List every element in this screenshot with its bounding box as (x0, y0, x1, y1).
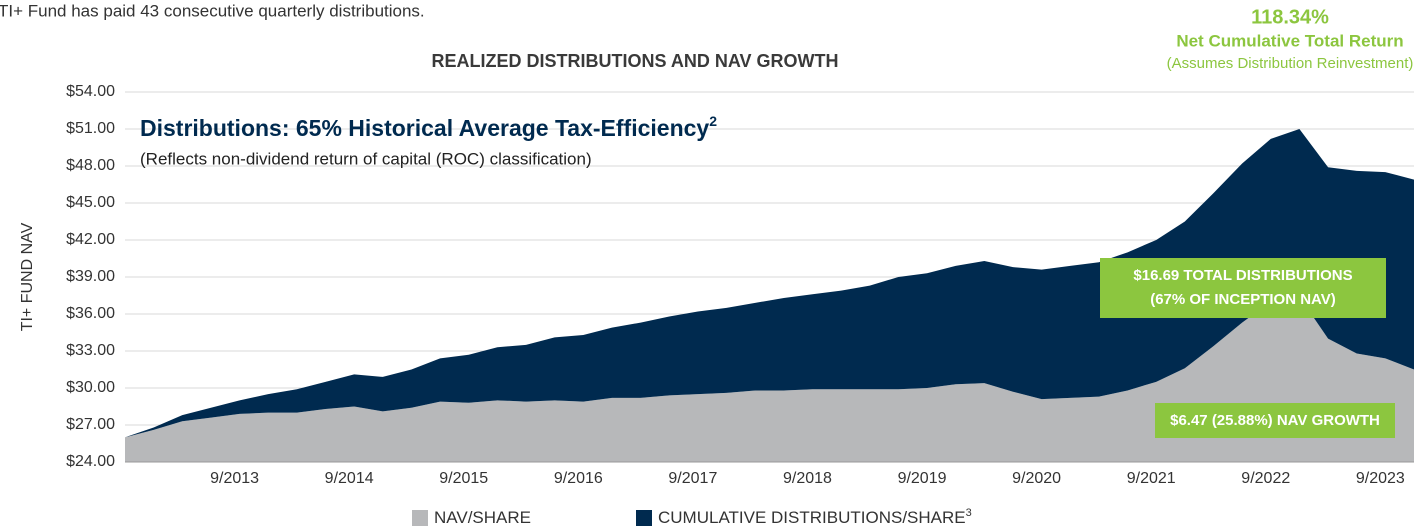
x-tick-label: 9/2023 (1356, 470, 1405, 487)
legend-swatch (636, 510, 652, 526)
distribution-box: $16.69 TOTAL DISTRIBUTIONS (67% OF INCEP… (1100, 258, 1386, 318)
x-tick-label: 9/2020 (1012, 470, 1061, 487)
y-tick-label: $42.00 (66, 231, 115, 248)
y-tick-label: $24.00 (66, 453, 115, 470)
x-tick-label: 9/2017 (668, 470, 717, 487)
y-tick-label: $30.00 (66, 379, 115, 396)
growth-box: $6.47 (25.88%) NAV GROWTH (1155, 403, 1395, 438)
x-tick-label: 9/2022 (1241, 470, 1290, 487)
distribution-box-line: (67% OF INCEPTION NAV) (1150, 291, 1336, 308)
growth-box-bg (1155, 403, 1395, 438)
y-tick-label: $45.00 (66, 194, 115, 211)
x-tick-label: 9/2013 (210, 470, 259, 487)
legend-label-sup: 3 (966, 507, 972, 519)
x-tick-label: 9/2015 (439, 470, 488, 487)
legend-label-text: CUMULATIVE DISTRIBUTIONS/SHARE (658, 508, 966, 527)
y-tick-label: $48.00 (66, 157, 115, 174)
x-tick-label: 9/2021 (1127, 470, 1176, 487)
growth-box-text: $6.47 (25.88%) NAV GROWTH (1170, 412, 1380, 429)
plot-area (125, 91, 1414, 463)
return-value: 118.34% (1251, 6, 1329, 28)
area (125, 129, 1414, 438)
distribution-box-line: $16.69 TOTAL DISTRIBUTIONS (1133, 267, 1352, 284)
legend-label: CUMULATIVE DISTRIBUTIONS/SHARE3 (658, 507, 972, 528)
x-tick-label: 9/2014 (325, 470, 374, 487)
legend-label-text: NAV/SHARE (434, 508, 531, 527)
x-tick-label: 9/2018 (783, 470, 832, 487)
tax-heading: Distributions: 65% Historical Average Ta… (140, 113, 717, 141)
y-tick-label: $36.00 (66, 305, 115, 322)
chart-title: REALIZED DISTRIBUTIONS AND NAV GROWTH (432, 51, 839, 71)
legend: NAV/SHARE CUMULATIVE DISTRIBUTIONS/SHARE3 (412, 507, 972, 528)
return-note: (Assumes Distribution Reinvestment) (1167, 55, 1414, 72)
return-label: Net Cumulative Total Return (1176, 31, 1403, 50)
y-tick-label: $27.00 (66, 416, 115, 433)
y-tick-label: $33.00 (66, 342, 115, 359)
y-tick-label: $51.00 (66, 120, 115, 137)
y-axis-label: TI+ FUND NAV (19, 222, 36, 331)
tax-note: (Reflects non-dividend return of capital… (140, 149, 592, 168)
intro-text: TI+ Fund has paid 43 consecutive quarter… (0, 1, 425, 20)
tax-heading-sup: 2 (709, 113, 717, 129)
area (125, 296, 1414, 462)
y-tick-label: $39.00 (66, 268, 115, 285)
x-tick-label: 9/2016 (554, 470, 603, 487)
legend-label: NAV/SHARE (434, 508, 531, 527)
x-tick-label: 9/2019 (898, 470, 947, 487)
legend-swatch (412, 510, 428, 526)
tax-heading-text: Distributions: 65% Historical Average Ta… (140, 115, 709, 141)
y-tick-label: $54.00 (66, 83, 115, 100)
distribution-box-bg (1100, 258, 1386, 318)
